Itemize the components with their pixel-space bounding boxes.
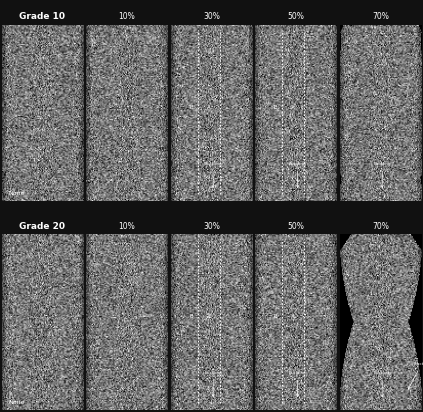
- Text: A: A: [291, 105, 295, 110]
- Text: B: B: [190, 314, 193, 319]
- Text: Buckling: Buckling: [204, 371, 222, 397]
- Text: Grade 10: Grade 10: [19, 12, 66, 21]
- Text: None: None: [8, 400, 25, 405]
- Text: 30%: 30%: [203, 222, 220, 231]
- Text: 50%: 50%: [288, 222, 305, 231]
- Text: Grade 20: Grade 20: [19, 222, 66, 231]
- Text: 10%: 10%: [118, 12, 135, 21]
- Text: Buckling: Buckling: [204, 162, 222, 187]
- Text: 50%: 50%: [288, 12, 305, 21]
- Text: A: A: [207, 314, 211, 319]
- Text: Buckling: Buckling: [374, 371, 391, 397]
- Text: B: B: [274, 314, 277, 319]
- Text: Fracture: Fracture: [408, 362, 423, 389]
- Text: 70%: 70%: [372, 12, 389, 21]
- Text: B: B: [190, 105, 193, 110]
- Text: A: A: [207, 105, 211, 110]
- Text: A: A: [291, 314, 295, 319]
- Text: Buckling: Buckling: [374, 162, 391, 187]
- Text: B: B: [274, 105, 277, 110]
- Text: 10%: 10%: [118, 222, 135, 231]
- Text: Buckling: Buckling: [289, 371, 306, 397]
- Text: 70%: 70%: [372, 222, 389, 231]
- Text: None: None: [8, 191, 25, 196]
- Text: Buckling: Buckling: [289, 162, 306, 187]
- Text: 30%: 30%: [203, 12, 220, 21]
